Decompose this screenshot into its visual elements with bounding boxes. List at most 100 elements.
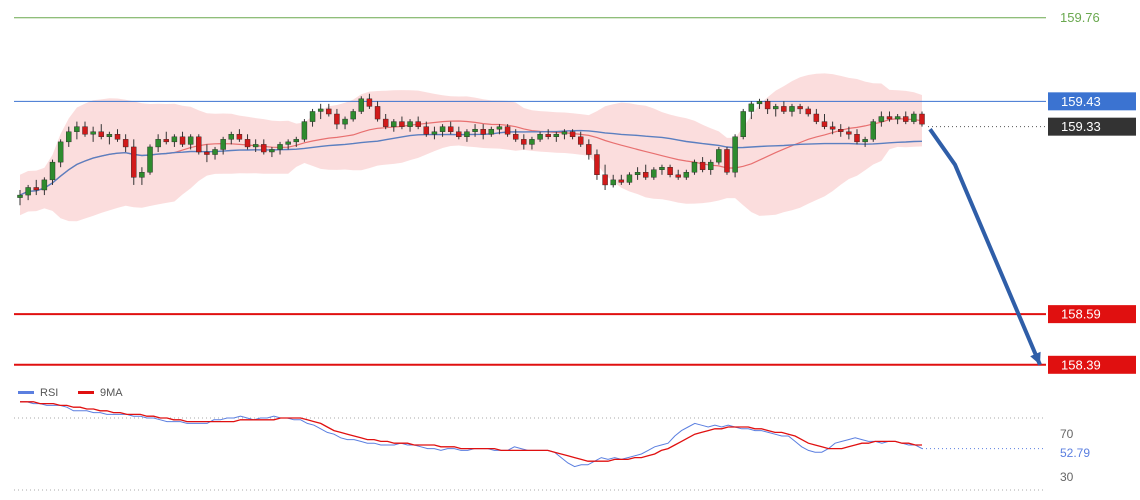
candle-body-up xyxy=(358,98,365,112)
candle xyxy=(456,126,462,140)
candle xyxy=(171,134,178,147)
candle-body-up xyxy=(41,179,48,191)
candle xyxy=(577,131,584,147)
level-158-39-tag xyxy=(1048,355,1136,374)
candle-body-down xyxy=(504,126,511,135)
price-levels-layer xyxy=(14,17,1046,366)
candle xyxy=(74,121,80,140)
candle-body-up xyxy=(634,172,641,175)
candle xyxy=(683,169,690,180)
candle-body-up xyxy=(610,179,616,186)
candle xyxy=(829,121,836,135)
rsi-legend: RSI 9MA xyxy=(18,387,123,399)
candle xyxy=(789,103,795,117)
candles-layer xyxy=(17,93,925,206)
candle xyxy=(594,149,600,180)
candle xyxy=(569,129,576,140)
candle-body-up xyxy=(17,194,23,198)
candle xyxy=(17,190,23,206)
candle xyxy=(122,134,129,152)
candle-body-up xyxy=(391,121,397,127)
candle-body-up xyxy=(187,136,194,145)
candle xyxy=(261,139,267,155)
candle xyxy=(187,134,194,150)
candle-body-up xyxy=(756,101,763,105)
candle xyxy=(854,129,860,145)
candle xyxy=(618,174,625,185)
candle xyxy=(236,129,243,142)
candle xyxy=(366,93,373,109)
candle xyxy=(139,167,145,185)
candle-body-down xyxy=(204,151,210,155)
candle-body-down xyxy=(326,108,332,115)
candle-body-down xyxy=(569,131,576,138)
candle-body-up xyxy=(317,108,324,112)
candle-body-up xyxy=(301,121,308,140)
candle xyxy=(659,164,665,175)
candle-body-up xyxy=(139,172,145,178)
candle xyxy=(553,131,560,142)
candle-body-up xyxy=(74,126,80,132)
candle-body-down xyxy=(334,113,340,125)
candle-body-down xyxy=(415,121,421,127)
candle-body-up xyxy=(90,131,96,135)
level-159-43-tag xyxy=(1048,92,1136,111)
candle-body-down xyxy=(480,128,486,135)
candle-body-up xyxy=(537,134,543,140)
candle xyxy=(358,96,365,114)
candle xyxy=(415,116,421,130)
candle-body-down xyxy=(512,134,519,140)
candle xyxy=(724,146,730,175)
candle xyxy=(610,174,616,188)
candle-body-up xyxy=(277,144,283,150)
candle xyxy=(326,103,332,117)
candle xyxy=(862,136,868,147)
candle-body-down xyxy=(261,144,267,153)
legend-swatch-9ma xyxy=(78,391,94,394)
candle xyxy=(813,108,820,125)
candle xyxy=(512,129,519,142)
candle-body-down xyxy=(244,139,251,148)
candle xyxy=(41,177,48,196)
projection-arrow-layer xyxy=(928,128,1042,366)
candle-body-up xyxy=(553,134,560,137)
candle-body-up xyxy=(626,174,633,183)
candle xyxy=(382,114,389,130)
candle xyxy=(651,167,657,180)
rsi-last-value-label: 52.79 xyxy=(1060,446,1090,460)
candle xyxy=(179,131,186,147)
candle-body-up xyxy=(464,131,470,138)
candle-body-up xyxy=(66,131,72,143)
candle-body-down xyxy=(797,106,803,110)
candle-body-up xyxy=(740,111,746,138)
candle-body-down xyxy=(813,113,820,122)
candle xyxy=(642,164,649,180)
candle xyxy=(25,184,31,201)
projection-arrow-line xyxy=(928,128,1042,366)
candle xyxy=(756,98,763,109)
candle xyxy=(82,121,88,137)
candle-body-down xyxy=(699,161,706,170)
level-159-33-tag xyxy=(1048,117,1136,136)
candle xyxy=(309,108,316,127)
candle xyxy=(748,101,755,120)
candle-body-up xyxy=(269,149,275,153)
candle xyxy=(634,167,641,180)
candle-body-down xyxy=(829,126,836,130)
candle-body-up xyxy=(293,139,300,143)
candle-body-up xyxy=(155,139,161,148)
candle xyxy=(894,114,901,125)
candle-body-up xyxy=(407,121,413,127)
candle-body-up xyxy=(878,116,885,122)
candle xyxy=(537,131,543,142)
candle xyxy=(317,103,324,120)
bollinger-band-fill xyxy=(20,73,922,222)
candle-body-down xyxy=(382,118,389,127)
candle xyxy=(797,103,803,114)
candle xyxy=(163,131,169,145)
candle-body-down xyxy=(521,139,527,145)
candle-body-down xyxy=(131,146,137,178)
candle xyxy=(228,131,234,145)
candle-body-down xyxy=(366,98,373,107)
candle xyxy=(919,111,925,127)
